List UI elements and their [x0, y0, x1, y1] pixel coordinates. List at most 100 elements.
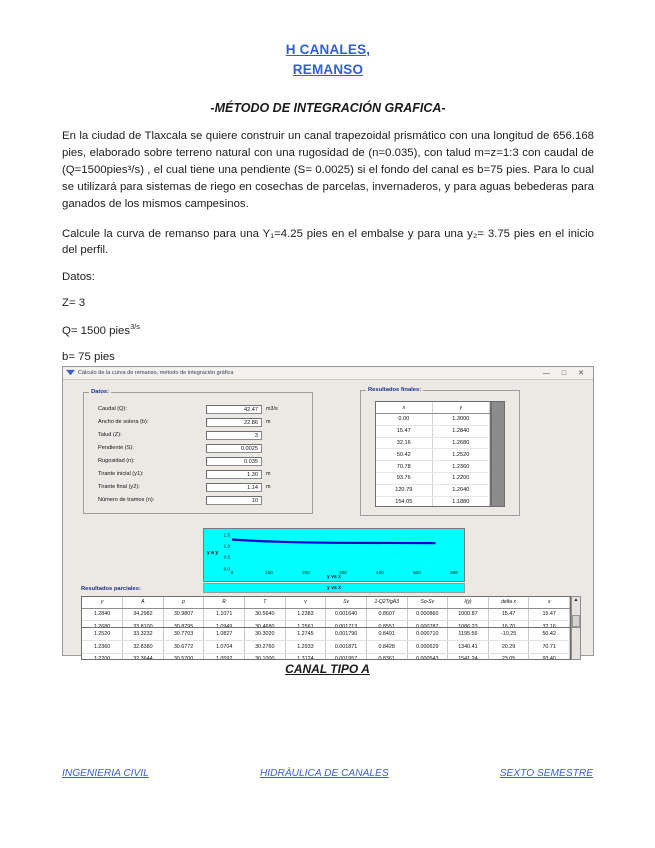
field-label-rugosidad: Rugosidad (n):: [98, 458, 135, 464]
table-cell: 0.000543: [407, 653, 449, 659]
window-controls: — □ ✕: [543, 370, 590, 377]
resultados-table[interactable]: x y 0.00 1.3000 15.47 1.2840 32.16 1.2680 50.4…: [375, 401, 491, 507]
field-row-tirante-final: Tirante final (y2): 1.14 m: [98, 481, 304, 493]
table-row[interactable]: 154.05 1.1880: [376, 496, 490, 506]
close-icon[interactable]: ✕: [578, 369, 584, 377]
column-header[interactable]: x: [528, 597, 570, 609]
window-title: Cálculo de la curva de remanso, método d…: [78, 370, 234, 376]
table-cell: 50.42: [376, 448, 433, 462]
table-cell: 0.000710: [407, 628, 449, 641]
column-header[interactable]: So-Sv: [407, 597, 449, 609]
table-cell: 32.8380: [122, 640, 164, 654]
field-unit-tirante-inicial: m: [266, 471, 271, 477]
parciales-continued-element: 1.2520 33.3232 30.7703 1.0827 30.3020 1.2745 0…: [82, 628, 570, 659]
table-row[interactable]: 50.42 1.2520: [376, 448, 490, 462]
column-header[interactable]: A: [122, 597, 164, 609]
datos-panel-legend: Datos:: [89, 389, 112, 395]
table-cell: 15.47: [488, 608, 530, 622]
field-value-pendiente[interactable]: 0.0025: [206, 443, 262, 453]
table-cell: 0.001871: [325, 640, 367, 654]
field-value-caudal[interactable]: 42.47: [206, 404, 262, 414]
field-value-talud[interactable]: 3: [206, 430, 262, 440]
table-row[interactable]: 1.2520 33.3232 30.7703 1.0827 30.3020 1.2745 0…: [82, 628, 570, 641]
table-row[interactable]: 15.47 1.2840: [376, 425, 490, 438]
column-header[interactable]: I(y): [447, 597, 489, 609]
chart-ytick-0: 1.5: [223, 532, 230, 538]
table-row[interactable]: 70.78 1.2360: [376, 460, 490, 473]
paragraph-request: Calcule la curva de remanso para una Y₁=…: [62, 227, 594, 257]
field-value-numero-tramos[interactable]: 10: [206, 495, 262, 505]
figure-caption: CANAL TIPO A: [0, 662, 655, 676]
field-unit-tirante-final: m: [266, 484, 271, 490]
resultados-header-x: x: [376, 402, 433, 414]
field-label-caudal: Caudal (Q):: [98, 406, 127, 412]
data-item-b-text: b= 75 pies: [62, 350, 115, 363]
table-cell: 1.2840: [432, 425, 490, 438]
data-item-z-text: Z= 3: [62, 297, 86, 310]
table-cell: 32.3644: [122, 653, 164, 659]
column-header[interactable]: v: [285, 597, 327, 609]
parciales-continued-scrollbar[interactable]: [571, 627, 581, 660]
table-row[interactable]: 32.16 1.2680: [376, 437, 490, 450]
chart-xtick-5: 500: [413, 570, 421, 575]
table-cell: 1541.24: [447, 653, 489, 659]
chart-xtick-0: 0: [230, 570, 234, 575]
document-content: H CANALES, REMANSO -MÉTODO DE INTEGRACIÓ…: [62, 0, 594, 442]
table-row[interactable]: 93.76 1.2200: [376, 472, 490, 485]
table-row[interactable]: 1.2200 32.3644 30.5700 1.0592 30.1000 1.3124 0…: [82, 653, 570, 659]
column-header[interactable]: R: [203, 597, 245, 609]
table-cell: 1.2040: [432, 484, 490, 497]
field-value-rugosidad[interactable]: 0.035: [206, 456, 262, 466]
parciales-table-continued[interactable]: 1.2520 33.3232 30.7703 1.0827 30.3020 1.2745 0…: [81, 627, 571, 660]
title-line-2: REMANSO: [292, 61, 364, 77]
data-item-q-sup: 3/s: [130, 321, 140, 331]
table-cell: 1340.41: [447, 640, 489, 654]
table-cell: 30.1000: [244, 653, 286, 659]
resultados-scrollbar[interactable]: [491, 401, 505, 507]
table-cell: 1.2200: [82, 653, 124, 659]
data-item-q: Q= 1500 pies3/s: [62, 322, 594, 339]
page-footer: INGENIERIA CIVIL HIDRÀULICA DE CANALES S…: [62, 768, 593, 779]
field-value-ancho-solera[interactable]: 22.86: [206, 417, 262, 427]
footer-right: SEXTO SEMESTRE: [499, 768, 593, 779]
column-header[interactable]: T: [244, 597, 286, 609]
column-header[interactable]: Sv: [325, 597, 367, 609]
field-value-tirante-final[interactable]: 1.14: [206, 482, 262, 492]
datos-heading: Datos:: [62, 271, 95, 284]
table-cell: 30.5640: [244, 608, 286, 622]
column-header[interactable]: p: [163, 597, 205, 609]
table-row[interactable]: 120.79 1.2040: [376, 484, 490, 497]
field-row-talud: Talud (Z): 3: [98, 429, 304, 441]
data-item-q-text: Q= 1500 pies: [62, 324, 131, 337]
scroll-up-icon[interactable]: ▲: [573, 597, 579, 603]
table-cell: 20.29: [488, 640, 530, 654]
resultados-header-row: x y: [376, 402, 490, 414]
resultados-parciales-label: Resultados parciales:: [81, 586, 141, 592]
table-cell: 1.2200: [432, 472, 490, 485]
column-header[interactable]: y: [82, 597, 124, 609]
table-row[interactable]: 1.2360 32.8380 30.6772 1.0704 30.2760 1.2933 0…: [82, 640, 570, 654]
column-header[interactable]: delta x: [488, 597, 530, 609]
maximize-icon[interactable]: □: [561, 369, 567, 377]
scroll-thumb[interactable]: [572, 615, 580, 627]
table-cell: 120.79: [376, 484, 433, 497]
field-value-tirante-inicial[interactable]: 1.30: [206, 469, 262, 479]
table-cell: 1.2360: [82, 640, 124, 654]
table-row[interactable]: 0.00 1.3000: [376, 413, 490, 426]
table-cell: 34.2982: [122, 608, 164, 622]
field-label-tirante-final: Tirante final (y2):: [98, 484, 140, 490]
minimize-icon[interactable]: —: [542, 369, 550, 377]
table-cell: 93.40: [528, 653, 570, 659]
field-row-rugosidad: Rugosidad (n): 0.035: [98, 455, 304, 467]
table-row[interactable]: 1.2840 34.2982 30.9807 1.1071 30.5640 1.2383 0…: [82, 608, 570, 622]
grid-title-bar: y vs x: [203, 583, 465, 593]
field-label-talud: Talud (Z):: [98, 432, 122, 438]
column-header[interactable]: 1-Q2T/gA3: [366, 597, 408, 609]
table-cell: 93.76: [376, 472, 433, 485]
table-cell: 1.2840: [82, 608, 124, 622]
chart-xtick-6: 600: [450, 570, 458, 575]
chart-ytick-2: 0.5: [223, 554, 230, 560]
chart-y-axis-label: y a y: [207, 550, 219, 556]
